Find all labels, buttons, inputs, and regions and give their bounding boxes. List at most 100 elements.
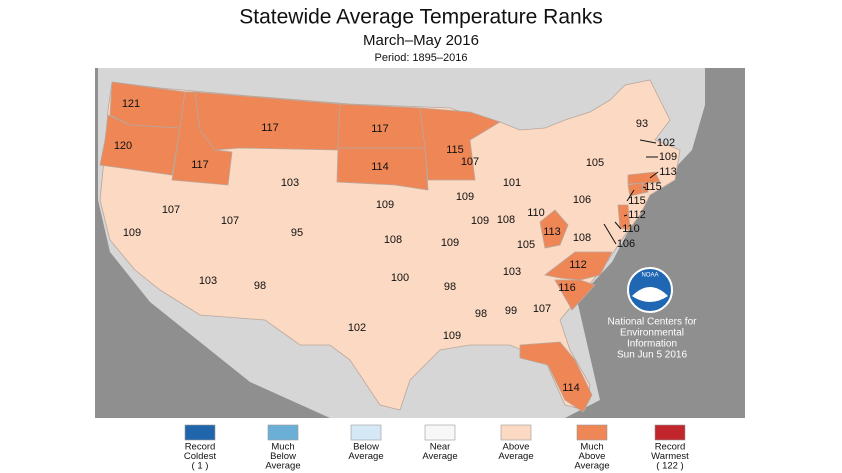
legend-label: Much: [271, 442, 294, 453]
legend-swatch: [267, 424, 299, 441]
state-rank: 109: [441, 237, 459, 249]
title: Statewide Average Temperature Ranks: [239, 6, 602, 29]
noaa-logo: [627, 267, 673, 313]
state-rank: 109: [456, 191, 474, 203]
legend-label: ( 122 ): [656, 461, 683, 472]
credit-line: Sun Jun 5 2016: [617, 350, 687, 361]
logo-wave: [632, 287, 668, 302]
legend-swatch: [654, 424, 686, 441]
state-rank: 99: [505, 305, 517, 317]
state-rank: 115: [644, 181, 662, 193]
credit-line: Environmental: [620, 328, 684, 339]
legend-swatch: [576, 424, 608, 441]
state-region: [617, 204, 631, 231]
state-region: [539, 209, 569, 249]
state-rank: 120: [114, 140, 132, 152]
legend-swatch: [500, 424, 532, 441]
state-rank: 108: [384, 234, 402, 246]
legend-label: Near: [430, 442, 451, 453]
state-rank: 114: [562, 382, 580, 394]
state-rank: 107: [221, 215, 239, 227]
state-rank: 108: [573, 232, 591, 244]
state-rank: 102: [657, 137, 675, 149]
state-rank: 98: [475, 308, 487, 320]
legend-swatch: [350, 424, 382, 441]
state-region: [99, 114, 181, 176]
state-rank: 109: [376, 199, 394, 211]
legend-label: Below: [353, 442, 379, 453]
state-rank: 106: [573, 194, 591, 206]
callout-line: [614, 221, 622, 230]
state-rank: 113: [543, 226, 561, 238]
state-rank: 112: [569, 259, 587, 271]
state-rank: 114: [371, 161, 389, 173]
state-rank: 103: [281, 177, 299, 189]
state-rank: 109: [123, 227, 141, 239]
state-rank: 113: [659, 166, 677, 178]
state-region: [554, 279, 596, 311]
callout-line: [649, 171, 659, 179]
state-rank: 107: [461, 156, 479, 168]
period: Period: 1895–2016: [375, 52, 468, 64]
legend-label: Above: [503, 442, 530, 453]
state-rank: 100: [391, 272, 409, 284]
legend-label: Below: [270, 451, 296, 462]
state-rank: 98: [254, 280, 266, 292]
state-rank: 109: [659, 151, 677, 163]
state-region: [519, 341, 593, 413]
legend-label: Average: [348, 451, 383, 462]
callout-line: [623, 214, 628, 217]
state-rank: 110: [527, 207, 545, 219]
state-rank: 117: [191, 159, 209, 171]
legend-label: Above: [579, 451, 606, 462]
state-rank: 101: [503, 177, 521, 189]
legend-swatch: [184, 424, 216, 441]
credit-line: National Centers for: [608, 317, 698, 328]
legend-label: Average: [498, 451, 533, 462]
state-region: [336, 147, 429, 191]
state-rank: 102: [348, 322, 366, 334]
state-rank: 116: [558, 282, 576, 294]
legend-label: Coldest: [184, 451, 217, 462]
state-rank: 95: [291, 227, 303, 239]
state-rank: 108: [497, 214, 515, 226]
callout-line: [626, 189, 635, 202]
state-rank: 115: [628, 195, 646, 207]
state-rank: 117: [261, 122, 279, 134]
state-rank: 98: [444, 281, 456, 293]
legend-label: Much: [580, 442, 603, 453]
state-region: [627, 171, 661, 185]
state-rank: 93: [636, 118, 648, 130]
state-region: [544, 251, 613, 281]
state-rank: 112: [628, 209, 646, 221]
legend-label: Record: [185, 442, 216, 453]
legend-label: Warmest: [651, 451, 689, 462]
state-rank: 109: [443, 330, 461, 342]
state-rank: 107: [162, 204, 180, 216]
legend-swatch: [424, 424, 456, 441]
legend-label: Average: [422, 451, 457, 462]
state-rank: 110: [622, 223, 640, 235]
callout-line: [642, 186, 647, 189]
state-region: [419, 107, 501, 181]
state-rank: 107: [533, 303, 551, 315]
state-rank: 106: [617, 238, 635, 250]
callout-line: [639, 139, 657, 144]
state-rank: 105: [586, 157, 604, 169]
legend-label: Record: [655, 442, 686, 453]
state-rank: 115: [446, 144, 464, 156]
callout-line: [603, 223, 617, 245]
legend-label: ( 1 ): [192, 461, 209, 472]
state-rank: 109: [471, 215, 489, 227]
state-rank: 105: [517, 239, 535, 251]
state-rank: 121: [122, 98, 140, 110]
state-rank: 103: [503, 266, 521, 278]
subtitle: March–May 2016: [363, 32, 479, 49]
legend-label: Average: [574, 461, 609, 472]
state-rank: 117: [371, 123, 389, 135]
logo-text: NOAA: [641, 273, 658, 279]
state-rank: 103: [199, 275, 217, 287]
credit-line: Information: [627, 339, 677, 350]
legend-label: Average: [265, 461, 300, 472]
